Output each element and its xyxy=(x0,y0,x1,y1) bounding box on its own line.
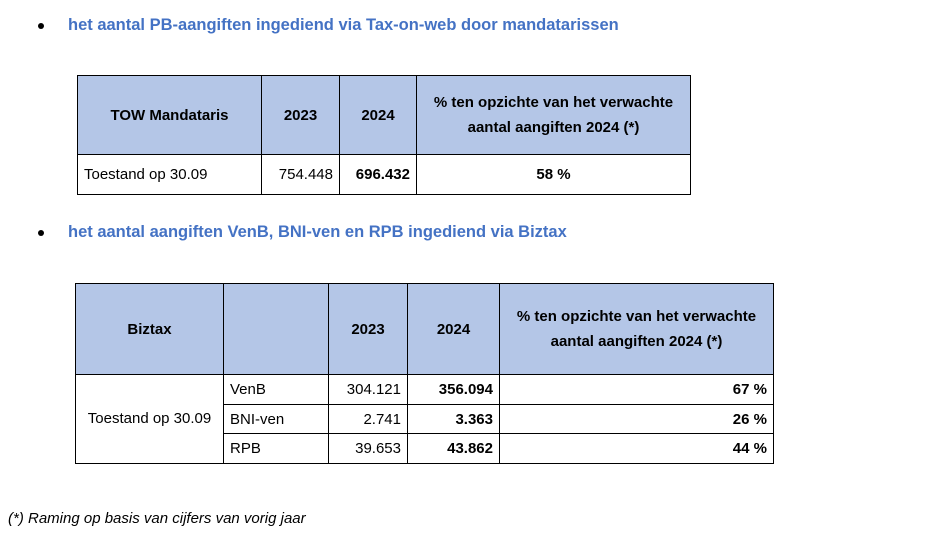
row-type: BNI-ven xyxy=(223,404,329,434)
bullet-icon xyxy=(38,230,44,236)
footnote: (*) Raming op basis van cijfers van vori… xyxy=(8,510,306,527)
value-2024: 696.432 xyxy=(339,154,417,195)
value-2023: 754.448 xyxy=(261,154,340,195)
value-2024: 3.363 xyxy=(407,404,500,434)
biztax-header-row: Biztax 2023 2024 % ten opzichte van het … xyxy=(75,283,774,375)
table-row: Toestand op 30.09 VenB 304.121 356.094 6… xyxy=(75,374,774,464)
value-pct: 58 % xyxy=(416,154,691,195)
value-2024: 43.862 xyxy=(407,433,500,464)
row-type: VenB xyxy=(223,374,329,405)
tow-header-row: TOW Mandataris 2023 2024 % ten opzichte … xyxy=(77,75,691,155)
bullet-text-biztax: het aantal aangiften VenB, BNI-ven en RP… xyxy=(68,223,567,241)
header-pct: % ten opzichte van het verwachte aantal … xyxy=(416,75,691,155)
header-pct: % ten opzichte van het verwachte aantal … xyxy=(499,283,774,375)
header-2023: 2023 xyxy=(261,75,340,155)
value-2023: 304.121 xyxy=(328,374,408,405)
header-2024: 2024 xyxy=(407,283,500,375)
tow-table: TOW Mandataris 2023 2024 % ten opzichte … xyxy=(77,75,691,195)
header-biztax: Biztax xyxy=(75,283,224,375)
header-type xyxy=(223,283,329,375)
value-pct: 26 % xyxy=(499,404,774,434)
header-tow-mandataris: TOW Mandataris xyxy=(77,75,262,155)
group-label: Toestand op 30.09 xyxy=(75,374,224,464)
biztax-table: Biztax 2023 2024 % ten opzichte van het … xyxy=(75,283,774,464)
bullet-text-tow: het aantal PB-aangiften ingediend via Ta… xyxy=(68,16,619,34)
bullet-icon xyxy=(38,23,44,29)
value-2023: 2.741 xyxy=(328,404,408,434)
row-type: RPB xyxy=(223,433,329,464)
value-pct: 44 % xyxy=(499,433,774,464)
header-2024: 2024 xyxy=(339,75,417,155)
value-2024: 356.094 xyxy=(407,374,500,405)
value-pct: 67 % xyxy=(499,374,774,405)
value-2023: 39.653 xyxy=(328,433,408,464)
row-label: Toestand op 30.09 xyxy=(77,154,262,195)
header-2023: 2023 xyxy=(328,283,408,375)
table-row: RPB 39.653 43.862 44 % xyxy=(76,433,774,464)
table-row: Toestand op 30.09 754.448 696.432 58 % xyxy=(77,154,691,195)
